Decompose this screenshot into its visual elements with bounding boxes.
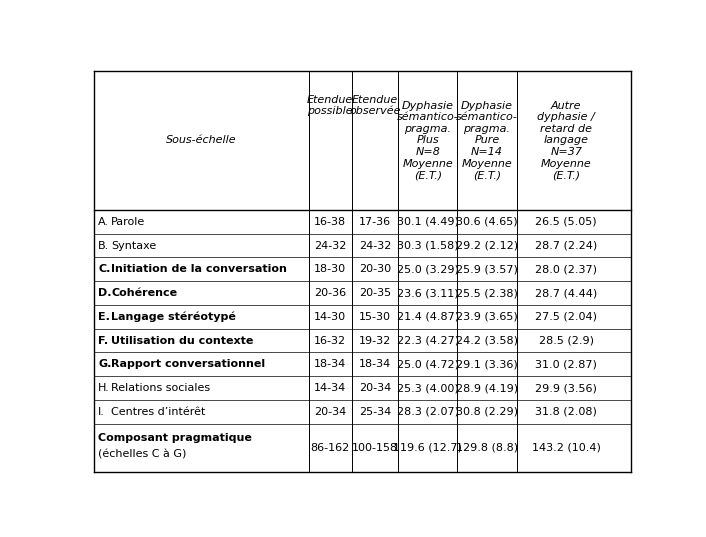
Text: 129.8 (8.8): 129.8 (8.8) <box>456 442 518 453</box>
Text: 29.2 (2.12): 29.2 (2.12) <box>456 241 518 251</box>
Text: 20-35: 20-35 <box>359 288 391 298</box>
Text: 30.6 (4.65): 30.6 (4.65) <box>456 217 517 227</box>
Text: 20-34: 20-34 <box>314 407 346 417</box>
Text: 28.0 (2.37): 28.0 (2.37) <box>535 264 597 274</box>
Text: Centres d’intérêt: Centres d’intérêt <box>112 407 205 417</box>
Text: G.: G. <box>98 359 112 369</box>
Text: 19-32: 19-32 <box>359 336 391 346</box>
Text: F.: F. <box>98 336 108 346</box>
Text: Langage stéréotypé: Langage stéréotypé <box>112 311 236 322</box>
Text: H.: H. <box>98 383 110 393</box>
Text: Parole: Parole <box>112 217 145 227</box>
Text: Syntaxe: Syntaxe <box>112 241 157 251</box>
Text: 20-34: 20-34 <box>359 383 391 393</box>
Text: 23.9 (3.65): 23.9 (3.65) <box>456 312 518 322</box>
Text: 16-32: 16-32 <box>314 336 346 346</box>
Text: I.: I. <box>98 407 105 417</box>
Text: 100-158: 100-158 <box>352 442 398 453</box>
Text: Relations sociales: Relations sociales <box>112 383 210 393</box>
Text: Sous-échelle: Sous-échelle <box>166 135 237 146</box>
Text: 14-30: 14-30 <box>314 312 346 322</box>
Text: 18-34: 18-34 <box>359 359 391 369</box>
Text: 27.5 (2.04): 27.5 (2.04) <box>535 312 597 322</box>
Text: A.: A. <box>98 217 109 227</box>
Text: 23.6 (3.11): 23.6 (3.11) <box>397 288 459 298</box>
Text: 21.4 (4.87): 21.4 (4.87) <box>397 312 459 322</box>
Text: 25.9 (3.57): 25.9 (3.57) <box>456 264 518 274</box>
Text: 30.1 (4.49): 30.1 (4.49) <box>397 217 459 227</box>
Text: Utilisation du contexte: Utilisation du contexte <box>112 336 253 346</box>
Text: 20-36: 20-36 <box>314 288 346 298</box>
Text: 25.3 (4.00): 25.3 (4.00) <box>397 383 459 393</box>
Text: 30.8 (2.29): 30.8 (2.29) <box>456 407 518 417</box>
Text: 25-34: 25-34 <box>359 407 391 417</box>
Text: (échelles C à G): (échelles C à G) <box>98 450 186 460</box>
Text: 25.0 (3.29): 25.0 (3.29) <box>397 264 459 274</box>
Text: 86-162: 86-162 <box>311 442 349 453</box>
Text: C.: C. <box>98 264 110 274</box>
Text: Etendue
observée: Etendue observée <box>349 95 401 117</box>
Text: 143.2 (10.4): 143.2 (10.4) <box>532 442 601 453</box>
Text: 30.3 (1.58): 30.3 (1.58) <box>397 241 459 251</box>
Text: 28.7 (4.44): 28.7 (4.44) <box>535 288 597 298</box>
Text: Etendue
possible: Etendue possible <box>307 95 353 117</box>
Text: 17-36: 17-36 <box>359 217 391 227</box>
Text: Initiation de la conversation: Initiation de la conversation <box>112 264 287 274</box>
Text: 18-34: 18-34 <box>314 359 346 369</box>
Text: 119.6 (12.7): 119.6 (12.7) <box>393 442 462 453</box>
Text: 25.5 (2.38): 25.5 (2.38) <box>456 288 518 298</box>
Text: Composant pragmatique: Composant pragmatique <box>98 433 252 443</box>
Text: 29.1 (3.36): 29.1 (3.36) <box>456 359 518 369</box>
Text: 22.3 (4.27): 22.3 (4.27) <box>397 336 459 346</box>
Text: 15-30: 15-30 <box>359 312 391 322</box>
Text: D.: D. <box>98 288 112 298</box>
Text: 18-30: 18-30 <box>314 264 346 274</box>
Text: 28.9 (4.19): 28.9 (4.19) <box>456 383 518 393</box>
Text: B.: B. <box>98 241 109 251</box>
Text: 28.5 (2.9): 28.5 (2.9) <box>539 336 594 346</box>
Text: 26.5 (5.05): 26.5 (5.05) <box>535 217 597 227</box>
Text: Cohérence: Cohérence <box>112 288 177 298</box>
Text: 24-32: 24-32 <box>359 241 391 251</box>
Text: 14-34: 14-34 <box>314 383 346 393</box>
Text: 24.2 (3.58): 24.2 (3.58) <box>456 336 518 346</box>
Text: 20-30: 20-30 <box>359 264 391 274</box>
Text: 31.0 (2.87): 31.0 (2.87) <box>535 359 597 369</box>
Text: 16-38: 16-38 <box>314 217 346 227</box>
Text: 31.8 (2.08): 31.8 (2.08) <box>535 407 597 417</box>
Text: 25.0 (4.72): 25.0 (4.72) <box>397 359 459 369</box>
Text: Rapport conversationnel: Rapport conversationnel <box>112 359 265 369</box>
Text: Autre
dyphasie /
retard de
langage
N=37
Moyenne
(E.T.): Autre dyphasie / retard de langage N=37 … <box>537 100 595 180</box>
Text: 28.3 (2.07): 28.3 (2.07) <box>397 407 459 417</box>
Text: 24-32: 24-32 <box>314 241 347 251</box>
Text: Dyphasie
sémantico-
pragma.
Plus
N=8
Moyenne
(E.T.): Dyphasie sémantico- pragma. Plus N=8 Moy… <box>397 100 459 180</box>
Text: 28.7 (2.24): 28.7 (2.24) <box>535 241 597 251</box>
Text: E.: E. <box>98 312 110 322</box>
Text: Dyphasie
sémantico-
pragma.
Pure
N=14
Moyenne
(E.T.): Dyphasie sémantico- pragma. Pure N=14 Mo… <box>456 100 518 180</box>
Text: 29.9 (3.56): 29.9 (3.56) <box>535 383 597 393</box>
